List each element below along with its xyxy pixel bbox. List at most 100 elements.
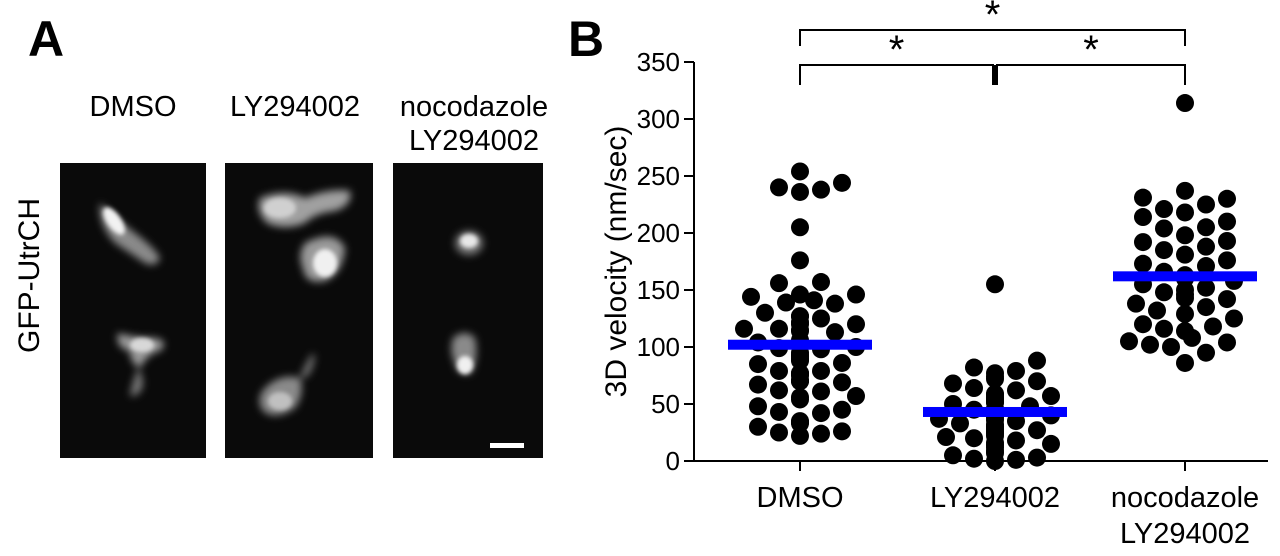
data-point xyxy=(812,404,830,423)
y-axis-label: 3D velocity (nm/sec) xyxy=(600,126,633,398)
mean-bar xyxy=(1113,271,1257,282)
y-tick-label: 250 xyxy=(637,161,680,191)
data-point xyxy=(1204,317,1222,336)
data-point xyxy=(1218,189,1236,208)
x-tick-label: LY294002 xyxy=(930,482,1060,514)
data-point xyxy=(1155,200,1173,219)
data-point xyxy=(756,303,774,322)
data-point xyxy=(812,361,830,380)
data-point xyxy=(847,315,865,334)
data-point xyxy=(791,218,809,237)
y-tick-label: 50 xyxy=(651,389,680,419)
data-point xyxy=(1155,219,1173,238)
significance-star: * xyxy=(1083,28,1099,72)
data-point xyxy=(1218,251,1236,270)
data-point xyxy=(812,424,830,443)
micrograph-dmso xyxy=(60,163,206,458)
data-point xyxy=(1225,309,1243,328)
y-tick-label: 200 xyxy=(637,218,680,248)
data-point xyxy=(1176,94,1194,113)
data-point xyxy=(1134,254,1152,273)
data-point xyxy=(1218,231,1236,250)
data-point xyxy=(1042,434,1060,453)
data-point xyxy=(1176,245,1194,264)
x-tick-label: DMSO xyxy=(757,482,844,514)
data-point xyxy=(749,355,767,374)
data-point xyxy=(944,446,962,465)
data-point xyxy=(1176,304,1194,323)
panel-a-letter: A xyxy=(28,11,65,67)
data-point xyxy=(812,180,830,199)
data-point xyxy=(1155,319,1173,338)
data-point xyxy=(1218,290,1236,309)
data-point xyxy=(791,182,809,201)
y-tick-label: 150 xyxy=(637,275,680,305)
data-point xyxy=(833,173,851,192)
micrograph-nocodazole-ly294002 xyxy=(393,163,543,458)
data-point xyxy=(1148,301,1166,320)
condition-1-line2: DMSO xyxy=(89,91,177,123)
data-point xyxy=(847,285,865,304)
data-point xyxy=(1007,431,1025,450)
data-point xyxy=(812,309,830,328)
data-point xyxy=(805,291,823,310)
data-point xyxy=(1197,257,1215,276)
data-point xyxy=(791,162,809,181)
data-point xyxy=(847,387,865,406)
data-point xyxy=(1197,343,1215,362)
data-point xyxy=(1134,315,1152,334)
data-point xyxy=(1134,188,1152,207)
data-point xyxy=(770,319,788,338)
data-point xyxy=(749,417,767,436)
data-point xyxy=(777,293,795,312)
significance-bracket xyxy=(799,29,1186,46)
significance-bracket xyxy=(996,64,1186,85)
data-point xyxy=(1197,237,1215,256)
condition-2-line2: LY294002 xyxy=(229,91,361,123)
condition-label-2: LY294002 xyxy=(220,90,370,124)
fluorescence-micrograph-icon xyxy=(451,231,524,448)
data-point xyxy=(1134,208,1152,227)
data-point xyxy=(770,402,788,421)
data-point xyxy=(1042,387,1060,406)
data-point xyxy=(791,426,809,445)
y-tick-label: 100 xyxy=(637,332,680,362)
data-point xyxy=(812,382,830,401)
data-point xyxy=(791,307,809,326)
data-point xyxy=(791,251,809,270)
condition-label-1: DMSO xyxy=(60,90,206,124)
data-point xyxy=(965,449,983,468)
data-point xyxy=(791,285,809,304)
data-point xyxy=(1127,294,1145,313)
scale-bar xyxy=(490,443,524,448)
data-point xyxy=(770,381,788,400)
data-point xyxy=(1218,212,1236,231)
data-point xyxy=(791,364,809,383)
data-point xyxy=(826,323,844,342)
x-tick-label: nocodazole LY294002 xyxy=(1111,482,1259,550)
data-point xyxy=(791,388,809,407)
significance-star: * xyxy=(889,28,905,72)
fluorescence-micrograph-icon xyxy=(99,203,164,397)
y-tick-label: 350 xyxy=(637,47,680,77)
data-point xyxy=(1134,233,1152,252)
data-point xyxy=(833,353,851,372)
data-point xyxy=(742,287,760,306)
condition-label-3: nocodazole LY294002 xyxy=(385,90,563,158)
data-point xyxy=(1176,322,1194,341)
data-point xyxy=(1007,381,1025,400)
data-point xyxy=(1007,361,1025,380)
data-point xyxy=(1197,278,1215,297)
data-point xyxy=(1218,333,1236,352)
y-tick-label: 300 xyxy=(637,104,680,134)
data-point xyxy=(735,319,753,338)
data-point xyxy=(1197,195,1215,214)
data-point xyxy=(770,178,788,197)
data-point xyxy=(965,379,983,398)
y-tick-label: 0 xyxy=(666,446,680,476)
data-point xyxy=(1176,226,1194,245)
data-point xyxy=(749,397,767,416)
mean-bar xyxy=(728,339,872,350)
data-point xyxy=(1028,448,1046,467)
